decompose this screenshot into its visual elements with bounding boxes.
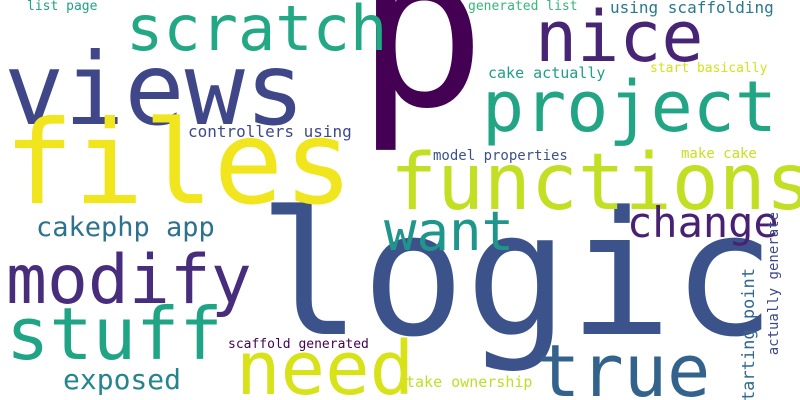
word-model-properties: model properties — [433, 148, 568, 164]
word-functions: functions — [390, 138, 800, 228]
word-cake-actually: cake actually — [488, 64, 606, 82]
word-change: change — [627, 198, 779, 247]
word-stuff: stuff — [6, 292, 223, 376]
word-cakephp-app: cakephp app — [36, 212, 215, 243]
word-project: project — [482, 66, 778, 148]
word-starting-point: starting point — [739, 268, 759, 400]
word-make-cake: make cake — [681, 146, 757, 162]
word-exposed: exposed — [63, 363, 182, 396]
word-want: want — [384, 200, 515, 263]
word-generated-list: generated list — [468, 0, 578, 14]
word-controllers-using: controllers using — [188, 122, 352, 141]
word-take-ownership: take ownership — [406, 373, 533, 391]
word-actually-generate: actually generate — [766, 212, 782, 356]
word-scratch: scratch — [126, 0, 388, 65]
word-views: views — [4, 31, 306, 148]
word-using-scaffolding: using scaffolding — [610, 0, 774, 17]
word-need: need — [236, 326, 415, 400]
word-p: p — [356, 0, 487, 156]
word-logic: logic — [258, 174, 776, 375]
word-scaffold-generated: scaffold generated — [228, 337, 369, 352]
word-modify: modify — [6, 241, 252, 320]
word-files: files — [4, 96, 354, 231]
word-true: true — [537, 329, 711, 400]
word-list-page: list page — [27, 0, 98, 14]
word-nice: nice — [535, 0, 704, 78]
word-start-basically: start basically — [650, 61, 768, 76]
